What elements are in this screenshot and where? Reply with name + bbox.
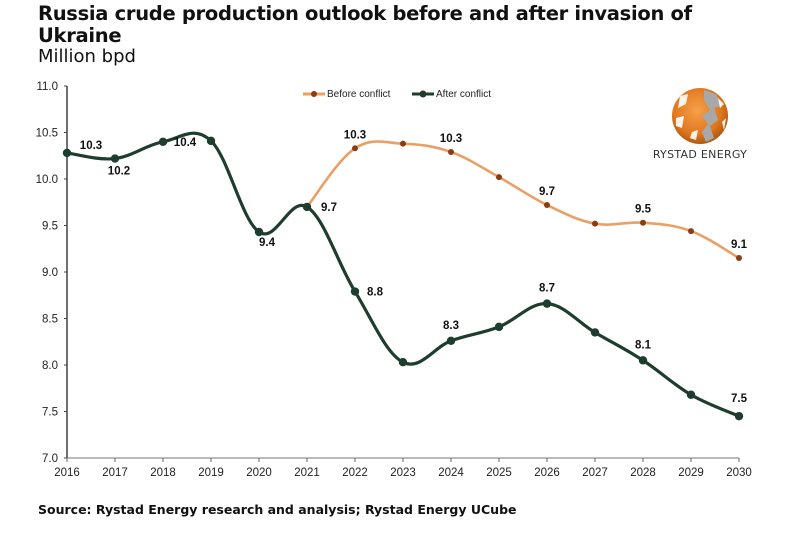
- data-label-after-conflict: 10.4: [174, 137, 197, 149]
- chart-title: Russia crude production outlook before a…: [38, 2, 692, 47]
- data-label-after-conflict: 8.8: [367, 287, 384, 299]
- y-tick-label: 9.5: [42, 221, 58, 233]
- y-tick-label: 10.5: [36, 128, 58, 140]
- data-label-before-conflict: 9.1: [731, 239, 748, 251]
- data-point-before-conflict: [736, 255, 742, 262]
- data-point-before-conflict: [400, 140, 406, 147]
- x-tick-label: 2020: [246, 467, 272, 479]
- x-tick-label: 2025: [486, 467, 512, 479]
- data-point-after-conflict: [350, 287, 360, 296]
- series-line-before-conflict: [305, 140, 741, 260]
- data-point-after-conflict: [158, 137, 168, 146]
- x-tick-label: 2024: [438, 467, 464, 479]
- data-label-after-conflict: 7.5: [731, 393, 748, 405]
- x-tick-label: 2029: [678, 467, 704, 479]
- chart-subtitle: Million bpd: [38, 46, 136, 67]
- series-line-after-conflict: [65, 131, 741, 418]
- data-label-before-conflict: 10.3: [344, 129, 366, 141]
- x-tick-label: 2017: [102, 467, 128, 479]
- data-label-after-conflict: 9.4: [259, 237, 276, 249]
- data-label-after-conflict: 10.3: [80, 140, 102, 152]
- x-tick-label: 2030: [726, 467, 752, 479]
- data-point-after-conflict: [446, 336, 456, 346]
- x-tick-label: 2019: [198, 467, 224, 479]
- x-tick-label: 2016: [54, 467, 80, 479]
- data-point-after-conflict: [734, 411, 744, 421]
- data-point-after-conflict: [110, 154, 120, 163]
- data-point-after-conflict: [638, 356, 648, 365]
- data-labels: 10.3 10.3 9.7 9.5 9.1 10.3 10.2 10.4 9.4 9.7 8.8 8.…: [80, 129, 748, 405]
- data-point-before-conflict: [640, 219, 646, 226]
- data-point-before-conflict: [544, 202, 550, 209]
- x-tick-label: 2027: [582, 467, 608, 479]
- data-label-before-conflict: 10.3: [440, 133, 462, 145]
- data-point-after-conflict: [254, 227, 264, 237]
- data-point-after-conflict: [686, 390, 696, 399]
- data-label-after-conflict: 8.7: [539, 283, 555, 295]
- y-tick-label: 8.5: [42, 314, 58, 326]
- y-tick-label: 8.0: [42, 360, 58, 372]
- data-point-before-conflict: [352, 145, 358, 152]
- data-point-after-conflict: [590, 328, 600, 337]
- x-tick-label: 2018: [150, 467, 176, 479]
- x-tick-label: 2021: [294, 467, 320, 479]
- data-point-after-conflict: [206, 136, 216, 146]
- series: [62, 131, 744, 421]
- x-tick-label: 2028: [630, 467, 656, 479]
- logo-text: RYSTAD ENERGY: [652, 148, 748, 161]
- y-tick-label: 11.0: [36, 81, 58, 93]
- legend-label-after: After conflict: [436, 89, 491, 100]
- data-point-before-conflict: [592, 220, 598, 227]
- y-tick-label: 9.0: [42, 267, 58, 279]
- data-label-after-conflict: 8.1: [635, 339, 652, 351]
- data-point-before-conflict: [496, 174, 502, 181]
- data-point-after-conflict: [494, 322, 504, 332]
- data-label-before-conflict: 9.5: [635, 204, 652, 216]
- data-point-after-conflict: [542, 299, 552, 308]
- data-point-after-conflict: [398, 358, 408, 367]
- data-label-after-conflict: 9.7: [321, 202, 337, 214]
- legend-marker-before: [311, 91, 317, 97]
- data-point-before-conflict: [688, 228, 694, 235]
- data-label-after-conflict: 8.3: [443, 320, 459, 332]
- y-tick-label: 10.0: [36, 174, 58, 186]
- y-tick-label: 7.5: [42, 407, 58, 419]
- data-point-after-conflict: [302, 202, 312, 212]
- legend: Before conflict After conflict: [303, 89, 491, 100]
- x-tick-label: 2023: [390, 467, 416, 479]
- x-tick-label: 2022: [342, 467, 368, 479]
- x-tick-label: 2026: [534, 467, 560, 479]
- rystad-logo: RYSTAD ENERGY: [636, 86, 764, 166]
- globe-icon: [672, 88, 728, 144]
- data-label-after-conflict: 10.2: [108, 166, 130, 178]
- legend-marker-after: [419, 90, 427, 98]
- data-point-before-conflict: [448, 149, 454, 156]
- legend-label-before: Before conflict: [327, 89, 391, 100]
- data-label-before-conflict: 9.7: [539, 186, 555, 198]
- y-tick-label: 7.0: [42, 453, 58, 465]
- data-point-after-conflict: [62, 148, 72, 158]
- source-note: Source: Rystad Energy research and analy…: [38, 502, 517, 517]
- axes: 7.0 7.5 8.0 8.5 9.0 9.5 10.0 10.5 11.0 2016 2017 20…: [36, 81, 752, 479]
